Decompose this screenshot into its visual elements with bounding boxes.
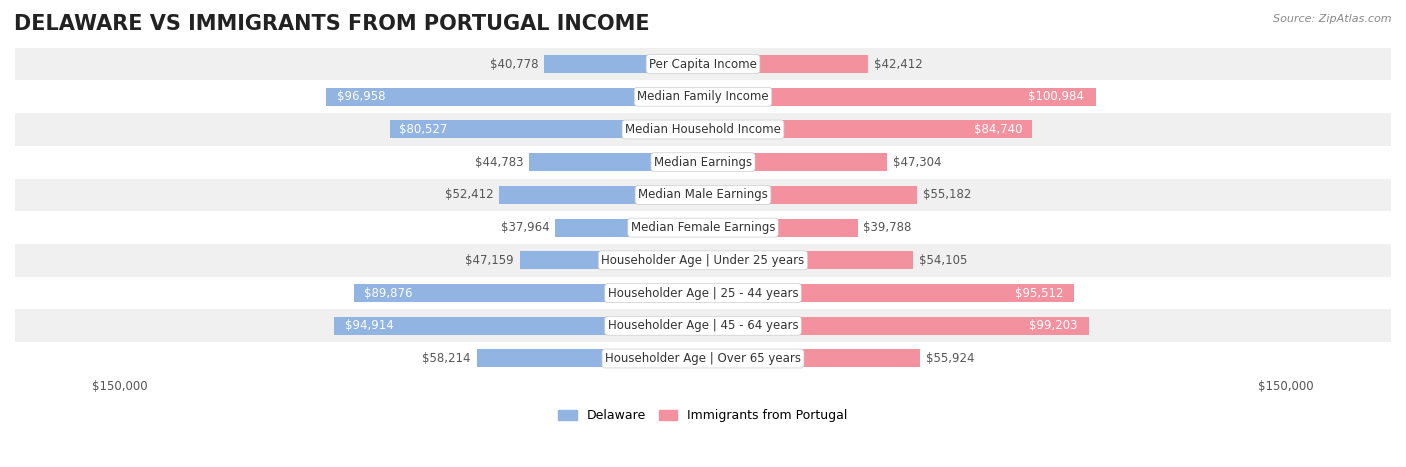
Bar	[477, 349, 703, 368]
Text: $80,527: $80,527	[399, 123, 447, 136]
Text: $55,924: $55,924	[927, 352, 974, 365]
Text: $47,159: $47,159	[465, 254, 513, 267]
Legend: Delaware, Immigrants from Portugal: Delaware, Immigrants from Portugal	[553, 404, 853, 427]
Bar	[15, 178, 1391, 211]
Bar	[703, 219, 858, 237]
Text: $52,412: $52,412	[444, 188, 494, 201]
Bar	[335, 317, 703, 335]
Bar	[326, 88, 703, 106]
Text: $100,984: $100,984	[1028, 90, 1084, 103]
Text: $55,182: $55,182	[924, 188, 972, 201]
Bar	[354, 284, 703, 302]
Text: Median Male Earnings: Median Male Earnings	[638, 188, 768, 201]
Bar	[544, 55, 703, 73]
Text: $95,512: $95,512	[1015, 287, 1063, 299]
Text: $54,105: $54,105	[920, 254, 967, 267]
Text: $96,958: $96,958	[337, 90, 385, 103]
Bar	[703, 251, 914, 269]
Bar	[703, 284, 1074, 302]
Text: $39,788: $39,788	[863, 221, 912, 234]
Bar	[15, 244, 1391, 277]
Text: Median Female Earnings: Median Female Earnings	[631, 221, 775, 234]
Text: $40,778: $40,778	[491, 57, 538, 71]
Bar	[15, 211, 1391, 244]
Bar	[389, 120, 703, 139]
Bar	[15, 113, 1391, 146]
Text: Source: ZipAtlas.com: Source: ZipAtlas.com	[1274, 14, 1392, 24]
Bar	[703, 88, 1095, 106]
Text: Householder Age | 45 - 64 years: Householder Age | 45 - 64 years	[607, 319, 799, 333]
Text: Median Earnings: Median Earnings	[654, 156, 752, 169]
Bar	[15, 80, 1391, 113]
Text: $94,914: $94,914	[344, 319, 394, 333]
Bar	[703, 120, 1032, 139]
Text: DELAWARE VS IMMIGRANTS FROM PORTUGAL INCOME: DELAWARE VS IMMIGRANTS FROM PORTUGAL INC…	[14, 14, 650, 34]
Text: Householder Age | Under 25 years: Householder Age | Under 25 years	[602, 254, 804, 267]
Text: Median Family Income: Median Family Income	[637, 90, 769, 103]
Text: Householder Age | 25 - 44 years: Householder Age | 25 - 44 years	[607, 287, 799, 299]
Text: $58,214: $58,214	[422, 352, 471, 365]
Text: Median Household Income: Median Household Income	[626, 123, 780, 136]
Bar	[703, 153, 887, 171]
Text: $44,783: $44,783	[475, 156, 523, 169]
Bar	[15, 48, 1391, 80]
Bar	[703, 317, 1088, 335]
Text: $84,740: $84,740	[974, 123, 1022, 136]
Text: $47,304: $47,304	[893, 156, 941, 169]
Bar	[529, 153, 703, 171]
Bar	[520, 251, 703, 269]
Bar	[555, 219, 703, 237]
Bar	[15, 277, 1391, 310]
Text: Householder Age | Over 65 years: Householder Age | Over 65 years	[605, 352, 801, 365]
Text: $99,203: $99,203	[1029, 319, 1077, 333]
Bar	[15, 310, 1391, 342]
Text: $42,412: $42,412	[873, 57, 922, 71]
Bar	[703, 349, 921, 368]
Bar	[703, 55, 868, 73]
Bar	[15, 146, 1391, 178]
Bar	[499, 186, 703, 204]
Text: $89,876: $89,876	[364, 287, 412, 299]
Bar	[703, 186, 918, 204]
Text: $37,964: $37,964	[501, 221, 550, 234]
Bar	[15, 342, 1391, 375]
Text: Per Capita Income: Per Capita Income	[650, 57, 756, 71]
